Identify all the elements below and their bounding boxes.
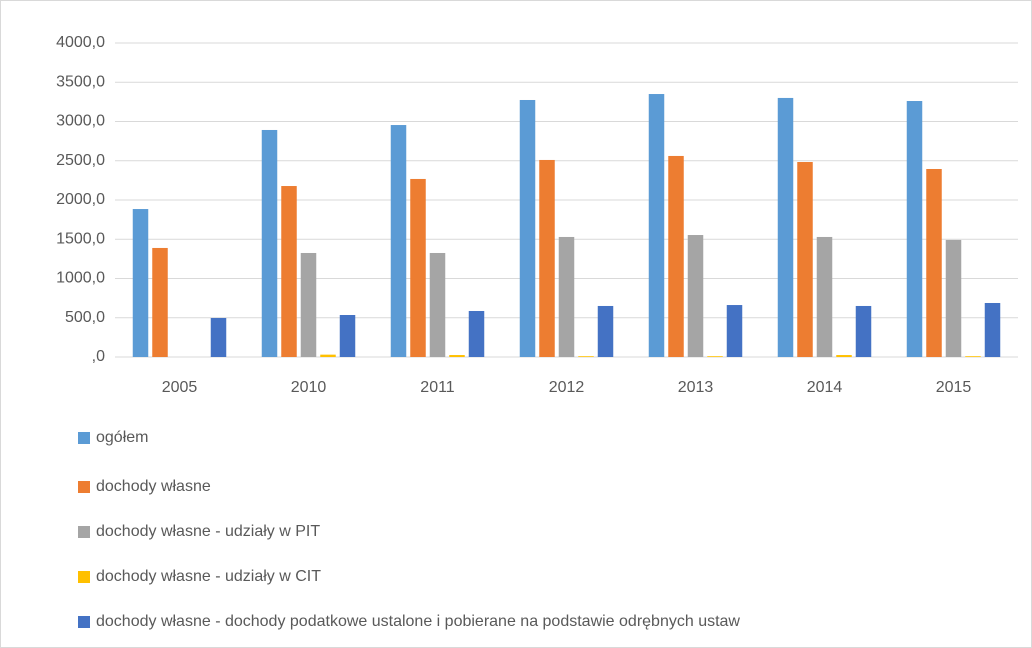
x-tick-label: 2010	[291, 379, 327, 396]
bar	[648, 94, 665, 358]
bar	[945, 239, 962, 357]
bar	[449, 355, 465, 357]
bar	[965, 356, 981, 357]
legend-swatch	[78, 571, 90, 583]
bar	[519, 99, 536, 357]
x-tick-label: 2015	[936, 379, 972, 396]
bar	[777, 97, 794, 357]
legend-label: dochody własne - udziały w PIT	[96, 523, 320, 540]
bar	[539, 159, 555, 357]
bar	[984, 302, 1001, 357]
bar	[468, 310, 485, 357]
x-tick-label: 2005	[162, 379, 198, 396]
bar	[390, 125, 407, 357]
bar	[320, 354, 336, 357]
bar	[836, 355, 852, 357]
bar	[281, 186, 297, 357]
y-tick-label: 1000,0	[56, 270, 105, 287]
y-tick-label: 1500,0	[56, 230, 105, 247]
bar	[726, 305, 743, 357]
bar	[410, 178, 426, 357]
y-tick-label: ,0	[92, 348, 105, 365]
bar	[797, 162, 813, 357]
legend-swatch	[78, 616, 90, 628]
y-tick-label: 500,0	[65, 309, 105, 326]
bar	[558, 236, 575, 357]
bar	[816, 236, 833, 357]
legend-swatch	[78, 481, 90, 493]
legend-label: dochody własne - dochody podatkowe ustal…	[96, 613, 740, 630]
y-tick-label: 3500,0	[56, 73, 105, 90]
x-tick-label: 2014	[807, 379, 843, 396]
bar	[300, 252, 317, 357]
legend-label: dochody własne - udziały w CIT	[96, 568, 321, 585]
legend-label: ogółem	[96, 429, 148, 446]
bar	[687, 235, 704, 357]
legend-label: dochody własne	[96, 478, 211, 495]
legend-swatch	[78, 432, 90, 444]
bar	[578, 356, 594, 357]
bar	[132, 209, 149, 357]
y-tick-label: 2500,0	[56, 152, 105, 169]
bar	[152, 247, 168, 357]
bar	[261, 129, 278, 357]
bar	[210, 317, 227, 357]
bar	[855, 305, 872, 357]
bar	[926, 168, 942, 357]
bar	[668, 155, 684, 357]
legend-swatch	[78, 526, 90, 538]
y-tick-label: 3000,0	[56, 113, 105, 130]
bar	[707, 356, 723, 357]
bar	[906, 101, 923, 357]
x-tick-label: 2011	[420, 379, 455, 396]
x-tick-label: 2013	[678, 379, 714, 396]
bar	[339, 315, 356, 357]
bar	[429, 252, 446, 357]
y-tick-label: 2000,0	[56, 191, 105, 208]
y-tick-label: 4000,0	[56, 34, 105, 51]
x-tick-label: 2012	[549, 379, 585, 396]
bar	[597, 305, 614, 357]
